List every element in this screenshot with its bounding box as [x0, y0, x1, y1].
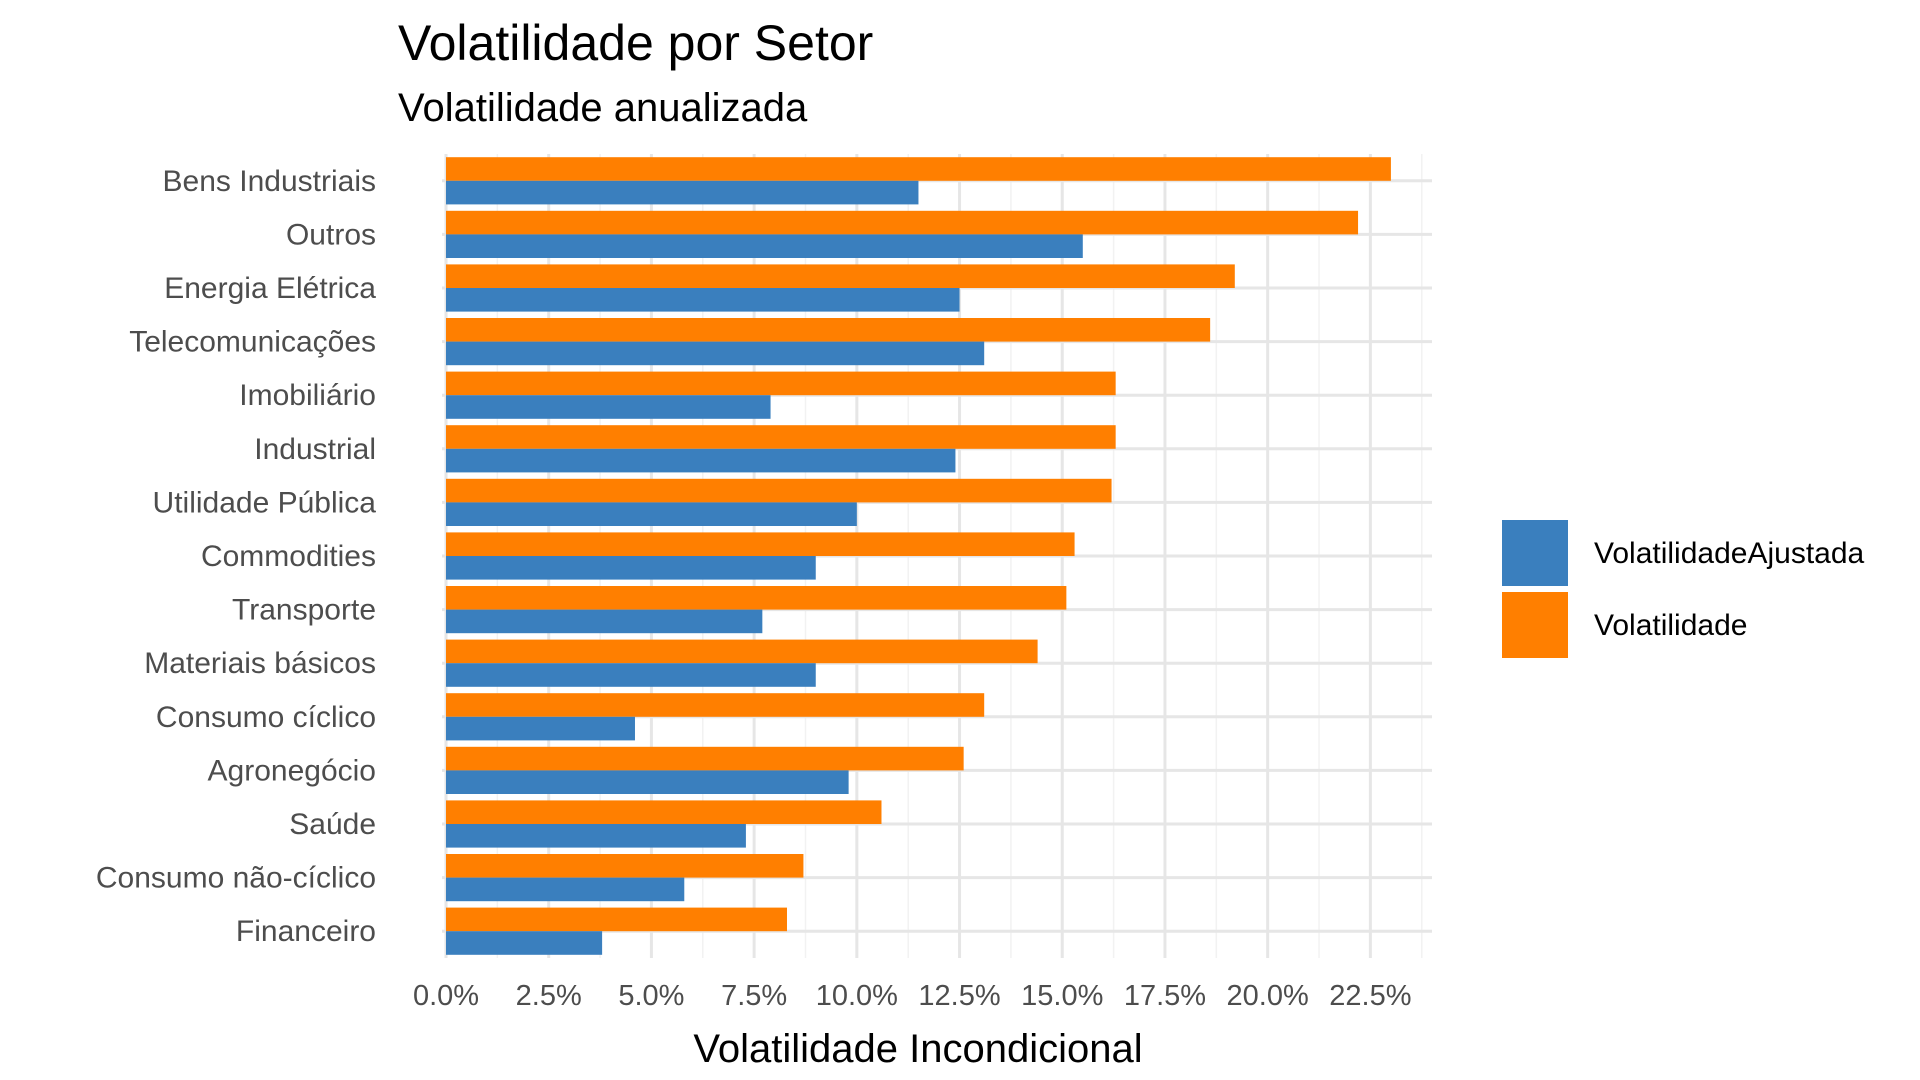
bar-volatilidade: [446, 425, 1116, 449]
y-tick-label: Utilidade Pública: [153, 486, 377, 519]
bar-volatilidade: [446, 639, 1038, 664]
bar-volatilidade: [446, 157, 1391, 181]
bar-volatilidade-ajustada: [446, 288, 960, 312]
legend-swatch: [1502, 520, 1568, 586]
y-tick-label: Consumo cíclico: [156, 701, 376, 734]
legend: VolatilidadeAjustada Volatilidade: [1502, 520, 1865, 658]
bar-volatilidade: [446, 371, 1116, 396]
x-tick-label: 12.5%: [918, 980, 1000, 1012]
y-tick-label: Commodities: [201, 540, 376, 573]
bar-volatilidade-ajustada: [446, 824, 746, 848]
legend-swatch: [1502, 592, 1568, 658]
bar-volatilidade: [446, 478, 1112, 503]
bar-volatilidade: [446, 800, 882, 824]
y-tick-label: Energia Elétrica: [164, 272, 376, 305]
bars: [446, 157, 1391, 955]
chart-title: Volatilidade por Setor: [398, 15, 874, 71]
chart-subtitle: Volatilidade anualizada: [398, 86, 808, 130]
x-tick-label: 7.5%: [721, 980, 787, 1012]
y-tick-label: Transporte: [232, 594, 376, 627]
x-axis-ticks: 0.0% 2.5% 5.0% 7.5% 10.0% 12.5% 15.0% 17.5% 20.0…: [413, 980, 1412, 1012]
y-tick-label: Financeiro: [236, 915, 376, 948]
bar-volatilidade-ajustada: [446, 770, 849, 794]
bar-volatilidade-ajustada: [446, 556, 816, 580]
legend-label: Volatilidade: [1594, 609, 1747, 642]
y-tick-label: Bens Industriais: [163, 165, 376, 198]
bar-volatilidade: [446, 746, 964, 771]
x-tick-label: 15.0%: [1021, 980, 1103, 1012]
y-tick-label: Industrial: [254, 433, 376, 466]
bar-volatilidade-ajustada: [446, 234, 1083, 258]
y-tick-label: Outros: [286, 218, 376, 251]
bar-volatilidade-ajustada: [446, 609, 763, 634]
bar-volatilidade-ajustada: [446, 877, 685, 902]
x-tick-label: 20.0%: [1227, 980, 1309, 1012]
x-tick-label: 0.0%: [413, 980, 479, 1012]
x-tick-label: 17.5%: [1124, 980, 1206, 1012]
bar-volatilidade-ajustada: [446, 931, 603, 955]
bar-volatilidade-ajustada: [446, 663, 816, 687]
bar-volatilidade-ajustada: [446, 180, 919, 205]
y-axis-ticks: Bens Industriais Outros Energia Elétrica Te…: [96, 165, 376, 948]
x-tick-label: 10.0%: [816, 980, 898, 1012]
x-tick-label: 5.0%: [618, 980, 684, 1012]
y-tick-label: Saúde: [289, 808, 376, 841]
y-tick-label: Materiais básicos: [144, 647, 376, 680]
bar-volatilidade: [446, 210, 1359, 235]
bar-volatilidade: [446, 693, 985, 717]
bar-volatilidade: [446, 532, 1075, 556]
legend-label: VolatilidadeAjustada: [1594, 537, 1865, 570]
bar-volatilidade: [446, 264, 1235, 288]
x-tick-label: 22.5%: [1329, 980, 1411, 1012]
bar-volatilidade: [446, 854, 804, 878]
bar-volatilidade: [446, 907, 787, 932]
y-tick-label: Agronegócio: [208, 754, 376, 787]
bar-volatilidade: [446, 318, 1211, 342]
bar-volatilidade-ajustada: [446, 448, 956, 473]
x-tick-label: 2.5%: [516, 980, 582, 1012]
y-tick-label: Telecomunicações: [129, 326, 376, 359]
bar-volatilidade-ajustada: [446, 395, 771, 419]
bar-volatilidade-ajustada: [446, 502, 857, 526]
bar-volatilidade-ajustada: [446, 341, 985, 366]
bar-volatilidade: [446, 586, 1067, 610]
x-axis-label: Volatilidade Incondicional: [693, 1027, 1142, 1071]
y-tick-label: Consumo não-cíclico: [96, 862, 376, 895]
bar-volatilidade-ajustada: [446, 716, 635, 741]
y-tick-label: Imobiliário: [239, 379, 376, 412]
